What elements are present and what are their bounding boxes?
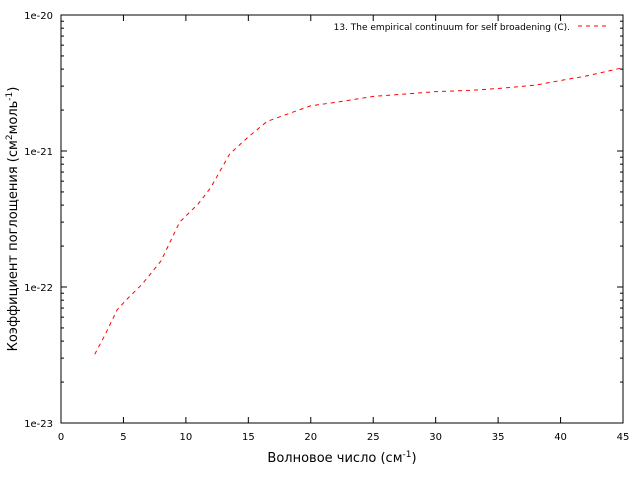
y-tick-label: 1e-23 bbox=[24, 419, 53, 430]
x-axis-ticks: 0 5 10 15 20 25 30 35 40 45 bbox=[58, 15, 630, 443]
legend-label: 13. The empirical continuum for self bro… bbox=[334, 23, 570, 33]
y-axis-title-main: Коэффициент поглощения (см bbox=[6, 140, 21, 351]
y-axis-title: Коэффициент поглощения (см2моль-1) bbox=[5, 87, 21, 352]
y-axis-ticks: 1e-23 1e-22 1e-21 1e-20 bbox=[24, 11, 623, 430]
x-tick-label: 5 bbox=[120, 432, 126, 443]
x-tick-label: 40 bbox=[554, 432, 567, 443]
y-tick-label: 1e-20 bbox=[24, 11, 53, 22]
x-axis-title: Волновое число (см-1) bbox=[267, 450, 416, 466]
y-axis-title-mid: моль bbox=[6, 101, 21, 135]
x-axis-title-main: Волновое число (см bbox=[267, 451, 402, 466]
y-axis-title-sup1: 2 bbox=[5, 134, 15, 140]
x-tick-label: 25 bbox=[367, 432, 380, 443]
x-tick-label: 45 bbox=[617, 432, 630, 443]
x-axis-title-sup: -1 bbox=[403, 450, 412, 460]
x-tick-label: 10 bbox=[180, 432, 193, 443]
y-tick-label: 1e-22 bbox=[24, 283, 53, 294]
series-line bbox=[94, 67, 624, 355]
plot-area-frame bbox=[60, 14, 624, 424]
x-tick-label: 20 bbox=[304, 432, 317, 443]
x-tick-label: 30 bbox=[429, 432, 442, 443]
series-layer bbox=[94, 67, 624, 355]
y-axis-title-suffix: ) bbox=[6, 87, 21, 92]
legend: 13. The empirical continuum for self bro… bbox=[334, 23, 610, 33]
y-axis-title-sup2: -1 bbox=[5, 92, 15, 101]
y-tick-label: 1e-21 bbox=[24, 147, 53, 158]
x-axis-title-suffix: ) bbox=[411, 451, 416, 466]
x-tick-label: 15 bbox=[242, 432, 255, 443]
x-tick-label: 35 bbox=[492, 432, 505, 443]
x-tick-label: 0 bbox=[58, 432, 64, 443]
